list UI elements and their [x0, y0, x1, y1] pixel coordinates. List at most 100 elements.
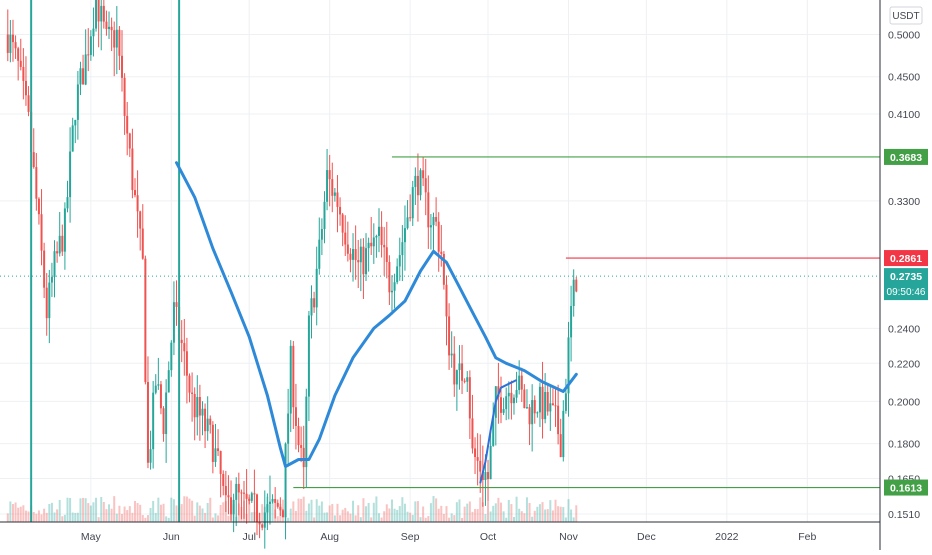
volume-bar	[354, 515, 357, 522]
volume-bar	[79, 498, 82, 522]
volume-bar	[326, 512, 329, 522]
x-tick-label: May	[81, 531, 102, 543]
candle-body	[575, 279, 578, 292]
level-label: 0.2861	[884, 250, 928, 267]
volume-bar	[76, 512, 79, 522]
volume-bar	[510, 504, 513, 522]
candle-body	[209, 418, 212, 425]
candle-body	[476, 457, 479, 461]
candle-body	[502, 409, 505, 413]
moving-averages	[175, 161, 578, 484]
volume-bar	[533, 510, 536, 522]
candle-body	[165, 392, 168, 435]
volume-bar	[481, 502, 484, 522]
volume-bar	[544, 509, 547, 522]
volume-bar	[352, 500, 355, 522]
candle-body	[224, 485, 227, 496]
candle-body	[489, 445, 492, 480]
volume-bar	[476, 509, 479, 522]
candle-body	[204, 408, 207, 432]
volume-bar	[536, 506, 539, 522]
y-tick-label: 0.2400	[888, 323, 920, 335]
volume-bar	[331, 504, 334, 522]
candle-body	[466, 377, 469, 382]
candle-body	[58, 235, 61, 254]
volume-bar	[133, 500, 136, 522]
candle-body	[380, 226, 383, 245]
candle-body	[162, 408, 165, 435]
candle-body	[255, 494, 258, 522]
candle-body	[219, 451, 222, 474]
volume-bar	[108, 504, 111, 522]
candle-body	[281, 510, 284, 518]
volume-bar	[497, 497, 500, 522]
y-tick-label: 0.4100	[888, 109, 920, 121]
candle-body	[315, 268, 318, 308]
candle-body	[118, 29, 121, 56]
volume-bar	[346, 511, 349, 522]
volume-bar	[84, 498, 87, 522]
candle-body	[302, 447, 305, 468]
candle-body	[411, 187, 414, 219]
candle-body	[136, 195, 139, 212]
candle-body	[523, 389, 526, 409]
candle-body	[274, 498, 277, 503]
volume-bar	[170, 497, 173, 522]
volume-bar	[100, 497, 103, 522]
volume-bar	[388, 508, 391, 522]
volume-bar	[328, 505, 331, 522]
candle-body	[6, 34, 9, 53]
candle-body	[492, 417, 495, 446]
level-label-box	[884, 148, 928, 165]
candle-body	[414, 175, 417, 188]
volume-bar	[175, 505, 178, 522]
volume-bar	[214, 513, 217, 522]
level-label-text: 0.3683	[890, 152, 922, 164]
candle-body	[237, 483, 240, 493]
volume-bar	[372, 502, 375, 522]
candle-body	[141, 228, 144, 259]
candle-body	[512, 397, 515, 404]
candle-body	[230, 497, 233, 515]
volume-bar	[149, 507, 152, 522]
volume-bar	[416, 501, 419, 522]
volume-bar	[183, 496, 186, 522]
candle-body	[344, 232, 347, 245]
volume-bar	[424, 517, 427, 522]
candle-body	[377, 226, 380, 236]
candle-body	[562, 410, 565, 458]
y-tick-label: 0.5000	[888, 30, 920, 42]
volume-bar	[554, 499, 557, 522]
candle-body	[367, 242, 370, 249]
last-price-box	[884, 268, 928, 301]
candle-body	[458, 363, 461, 371]
volume-bar	[206, 502, 209, 522]
volume-bar	[300, 498, 303, 522]
volume-bar	[445, 506, 448, 522]
candle-body	[525, 407, 528, 409]
candle-body	[375, 235, 378, 238]
volume-bar	[87, 503, 90, 522]
volume-bar	[365, 506, 368, 522]
candle-body	[258, 521, 261, 525]
volume-bar	[463, 506, 466, 522]
grid	[0, 0, 880, 522]
candle-body	[149, 449, 152, 463]
candle-body	[287, 413, 290, 444]
volume-bar	[500, 502, 503, 522]
candle-body	[279, 506, 282, 511]
volume-bar	[102, 501, 105, 522]
volume-bar	[471, 511, 474, 522]
candle-body	[167, 370, 170, 393]
volume-bar	[40, 514, 43, 522]
candle-body	[152, 392, 155, 450]
y-tick-label: 0.3300	[888, 196, 920, 208]
candle-body	[175, 302, 178, 307]
candle-body	[442, 253, 445, 285]
volume-bar	[69, 498, 72, 522]
candle-body	[455, 370, 458, 385]
candle-body	[35, 167, 38, 199]
